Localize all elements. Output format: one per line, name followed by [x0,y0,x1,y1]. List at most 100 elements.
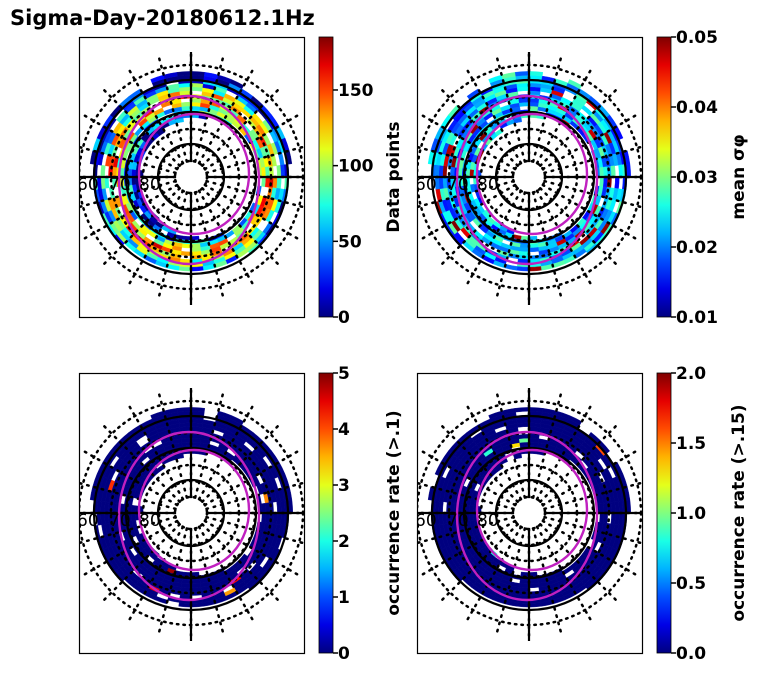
lat-label-80: 80 [477,511,499,531]
heatmap-bin [614,176,620,190]
heatmap-bin [528,579,539,585]
colorbar-gradient [318,372,334,654]
heatmap-bin [603,512,608,524]
heatmap-bin [190,243,201,249]
colorbar-label: occurrence rate (>.1) [384,410,404,615]
plot-frame [416,36,644,319]
heatmap-bin [528,247,539,253]
heatmap-bin [190,247,201,253]
heatmap-bin [131,505,137,514]
heatmap-bin [190,579,201,585]
lat-label-70: 70 [109,175,131,195]
heatmap-bin [261,176,267,187]
lat-label-60: 60 [415,175,437,195]
colorbar: 0.0 0.5 1.0 1.5 2.0 occurrence rate (>.15) [656,364,749,664]
colorbar-tick-label: 0.5 [676,574,706,594]
heatmap-bin [528,441,539,447]
colorbar-tick-label: 0.05 [676,28,718,48]
heatmap-bin [528,602,542,608]
heatmap-bin [190,602,204,608]
heatmap-bin [180,251,192,256]
auroral-oval-equatorward [455,430,599,602]
heatmap-bin [261,503,267,514]
heatmap-bin [190,71,206,77]
colorbar-gradient [318,36,334,318]
panel-bottom-right: 60 70 80 0.0 0.5 1.0 1.5 2.0 occurrence rate (>.… [415,364,749,664]
heatmap-bin [190,266,204,272]
heatmap-bin [181,579,192,585]
heatmap-bin [276,176,282,190]
colorbar-tick-label: 0.02 [676,238,718,258]
heatmap-bin [469,505,475,514]
heatmap-bin [528,105,539,111]
panel-top-right: 60 70 80 0.01 0.02 0.03 0.04 0.05 mean σφ [415,28,749,328]
colorbar-tick-label: 150 [338,81,374,101]
heatmap-bin [519,579,530,585]
heatmap-bin [181,437,192,443]
heatmap-bin [599,503,605,514]
colorbar-label: Data points [384,121,404,232]
heatmap-bin [190,437,201,443]
heatmap-bin [519,101,530,107]
colorbar-tick-label: 50 [338,232,362,252]
heatmap-bin [181,101,192,107]
lat-label-70: 70 [447,511,469,531]
colorbar-tick-label: 0.03 [676,168,718,188]
colorbar: 0 50 100 150 Data points [318,36,404,328]
heatmap-bin [190,583,201,589]
heatmap-bin [516,602,530,608]
heatmap-bin [181,583,192,589]
colorbar-tick-label: 2.0 [676,364,706,384]
heatmap-bin [518,434,530,439]
heatmap-bin [261,167,267,178]
heatmap-bin [528,243,539,249]
plot-frame [416,372,644,655]
heatmap-bin [176,71,192,77]
auroral-oval-poleward [137,448,251,572]
lat-label-70: 70 [109,511,131,531]
heatmap-bin [528,71,544,77]
heatmap-bin [528,407,544,413]
heatmap-bin [131,512,137,521]
heatmap-bin [581,105,594,117]
heatmap-bin [178,602,192,608]
colorbar-tick-label: 0 [338,308,350,328]
heatmap-bin [131,169,137,178]
heatmap-bin [599,167,605,178]
colorbar-gradient [656,36,672,318]
colorbar-tick-label: 0.01 [676,308,718,328]
colorbar-tick-label: 1.5 [676,434,706,454]
colorbar-tick-label: 0 [338,644,350,664]
heatmap-bin [190,101,201,107]
heatmap-bin [181,243,192,249]
heatmap-bin [514,407,530,413]
heatmap-bin [528,101,539,107]
heatmap-bin [261,512,267,523]
lat-label-60: 60 [415,511,437,531]
colorbar-tick-label: 1.0 [676,504,706,524]
heatmap-bin [178,266,192,272]
heatmap-bin [514,71,530,77]
heatmap-bin [181,441,192,447]
heatmap-bin [176,407,192,413]
colorbar-label: occurrence rate (>.15) [729,404,749,621]
heatmap-bin [181,105,192,111]
heatmap-bin [516,266,530,272]
figure-title: Sigma-Day-20180612.1Hz [10,6,315,30]
panel-top-left: 60 70 80 0 50 100 150 Data points [78,36,404,328]
heatmap-bin [100,164,106,178]
colorbar-tick-label: 3 [338,476,350,496]
colorbar-tick-label: 1 [338,588,350,608]
colorbar-tick-label: 5 [338,364,350,384]
lat-label-80: 80 [139,511,161,531]
panel-bottom-left: 60 70 80 0 1 2 3 4 5 occurrence rate (>.1) [77,364,404,664]
heatmap-bin [610,165,616,178]
lat-label-80: 80 [139,175,161,195]
auroral-oval-poleward [475,448,589,572]
heatmap-bin [519,247,530,253]
lat-label-70: 70 [447,175,469,195]
auroral-oval-poleward [475,112,589,236]
lat-label-60: 60 [77,511,99,531]
heatmap-bin [469,512,475,521]
